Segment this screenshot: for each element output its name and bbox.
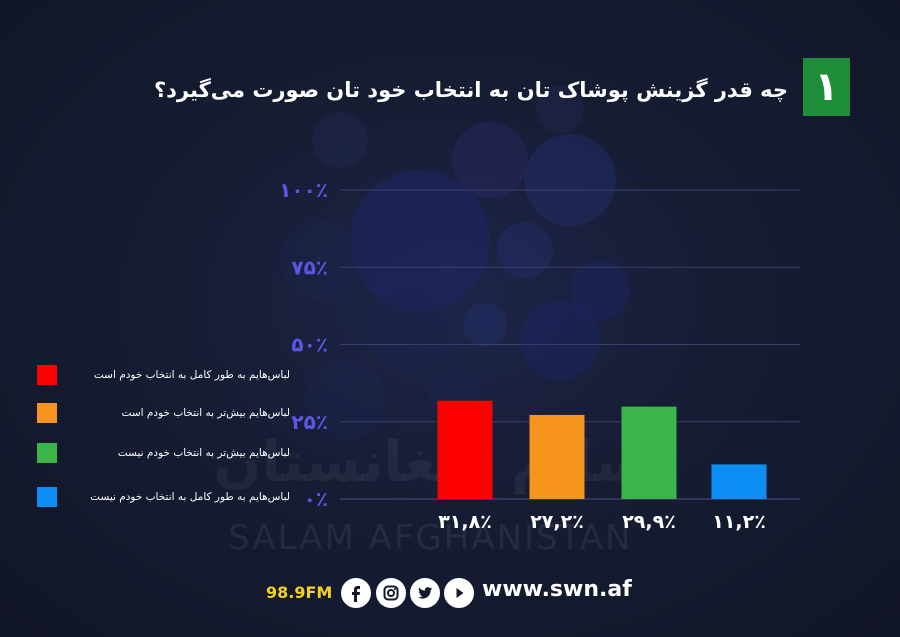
instagram-icon[interactable] (376, 578, 406, 608)
legend-label-3: لباس‌هایم بیش‌تر به انتخاب خودم نیست (117, 447, 290, 459)
legend-label-2: لباس‌هایم بیش‌تر به انتخاب خودم است (121, 407, 290, 419)
twitter-icon[interactable] (410, 578, 440, 608)
y-tick-label-75: ۷۵٪ (291, 255, 328, 279)
y-tick-label-25: ۲۵٪ (291, 410, 328, 434)
bar-value-label-2: ۲۷,۲٪ (530, 511, 584, 533)
footer: 98.9FM www.swn.af (0, 573, 900, 613)
y-tick-label-0: ۰٪ (304, 487, 328, 511)
bar-1 (437, 400, 493, 499)
legend-item-1: لباس‌هایم به طور کامل به انتخاب خودم است (30, 365, 290, 387)
legend-swatch-3 (37, 443, 57, 463)
fm-label: 98.9FM (266, 583, 333, 602)
bar-4 (711, 464, 767, 499)
legend-swatch-1 (37, 365, 57, 385)
bar-3 (621, 406, 677, 499)
question-number-badge: ۱ (803, 58, 850, 116)
website-url[interactable]: www.swn.af (482, 577, 632, 602)
y-tick-label-50: ۵۰٪ (291, 333, 328, 357)
legend-item-4: لباس‌هایم به طور کامل به انتخاب خودم نیس… (30, 487, 290, 509)
bar-value-label-3: ۲۹,۹٪ (622, 511, 676, 533)
bar-2 (529, 414, 585, 499)
y-tick-label-100: ۱۰۰٪ (279, 178, 328, 202)
facebook-icon[interactable] (341, 578, 371, 608)
legend-swatch-4 (37, 487, 57, 507)
legend-item-2: لباس‌هایم بیش‌تر به انتخاب خودم است (30, 403, 290, 425)
legend-item-3: لباس‌هایم بیش‌تر به انتخاب خودم نیست (30, 443, 290, 465)
youtube-icon[interactable] (444, 578, 474, 608)
bar-value-label-4: ۱۱,۲٪ (712, 511, 766, 533)
legend-swatch-2 (37, 403, 57, 423)
bar-value-label-1: ۳۱,۸٪ (438, 511, 492, 533)
watermark-latin: SALAM AFGHANISTAN (228, 518, 633, 558)
legend-label-4: لباس‌هایم به طور کامل به انتخاب خودم نیس… (90, 491, 290, 503)
legend-label-1: لباس‌هایم به طور کامل به انتخاب خودم است (93, 369, 290, 381)
chart-title: چه قدر گزینش پوشاک تان به انتخاب خود تان… (153, 78, 788, 102)
